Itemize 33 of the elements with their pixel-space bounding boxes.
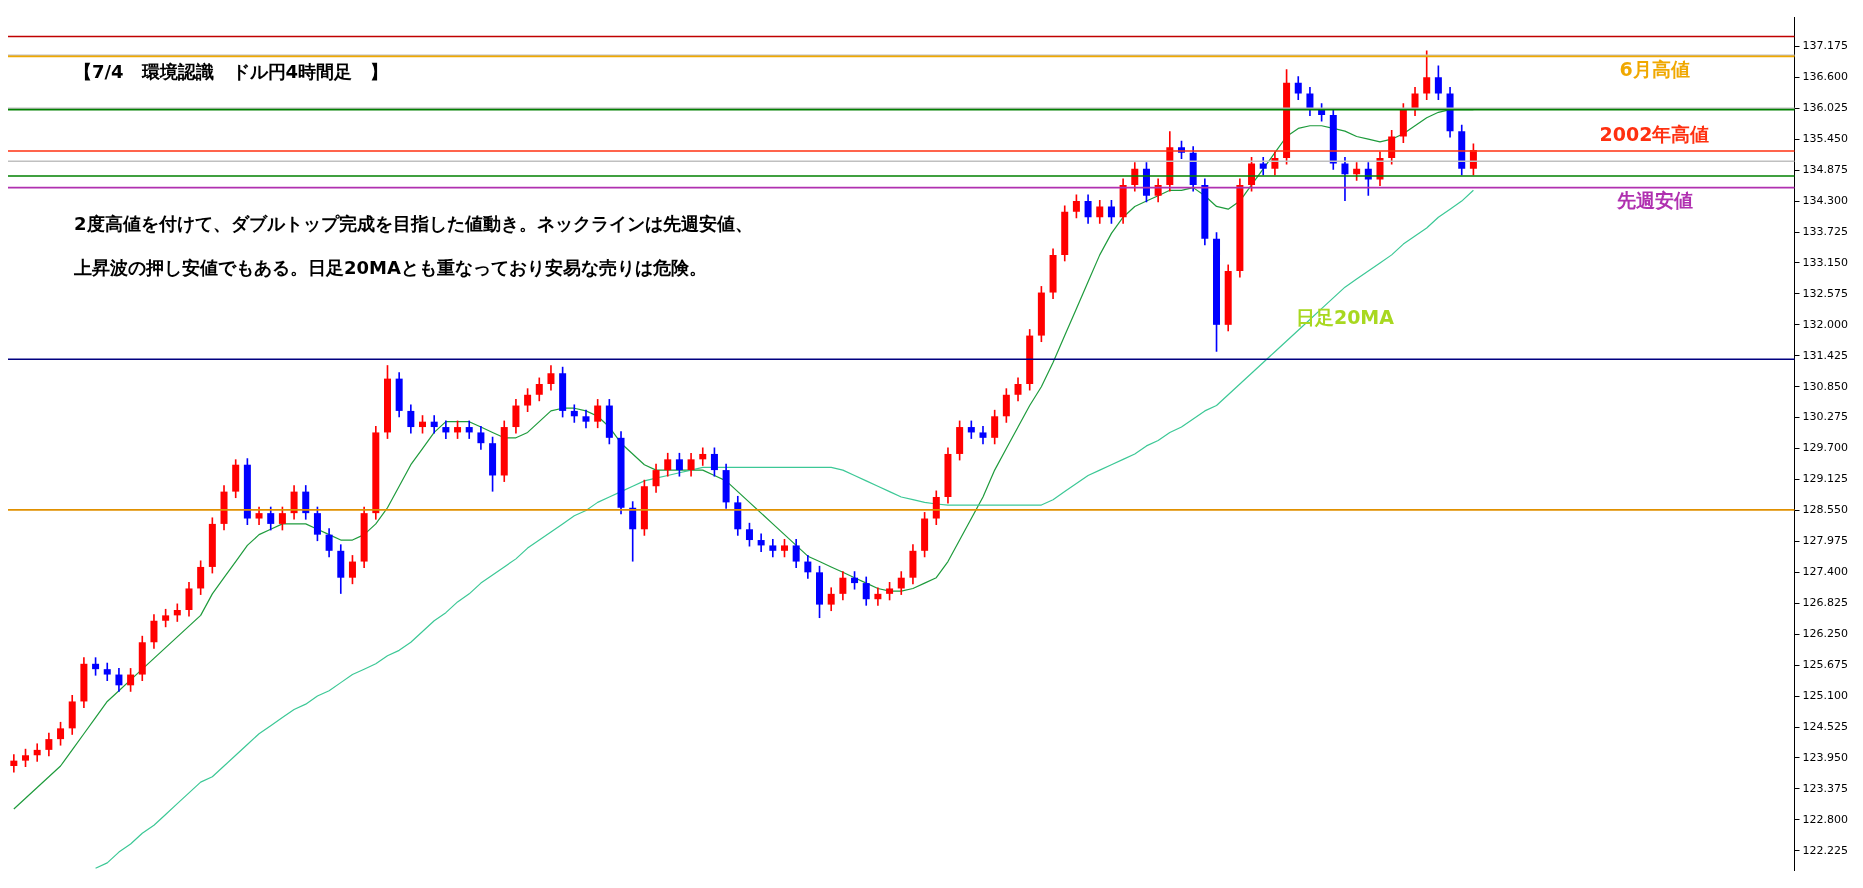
y-tick-label: 136.025 <box>1802 101 1849 115</box>
y-tick-label: 137.175 <box>1802 39 1849 53</box>
y-tick-label: 134.300 <box>1802 193 1849 207</box>
y-tick-label: 126.250 <box>1802 627 1849 641</box>
y-tick-label: 136.600 <box>1802 70 1849 84</box>
y-tick-label: 130.850 <box>1802 379 1849 393</box>
y-tick-label: 133.725 <box>1802 224 1849 238</box>
y-tick-label: 122.800 <box>1802 812 1849 826</box>
y-tick-label: 132.575 <box>1802 286 1849 300</box>
y-tick-label: 132.000 <box>1802 317 1849 331</box>
text: 【7/4 環境認識 ドル円4時間足 】 <box>74 61 389 83</box>
y-tick-label: 127.400 <box>1802 565 1849 579</box>
y-tick-label: 127.975 <box>1802 534 1849 548</box>
y-tick-label: 130.275 <box>1802 410 1849 424</box>
ref-line-label: 2002年高値 <box>1599 123 1710 146</box>
ref-line-label: 6月高値 <box>1619 57 1690 80</box>
text: 2度高値を付けて、ダブルトップ完成を目指した値動き。ネックラインは先週安値、上昇波の押し安値でもある。日足20MAとも重なっており安易な売りは危険。 <box>74 213 753 279</box>
y-tick-label: 128.550 <box>1802 503 1849 517</box>
y-tick-label: 125.675 <box>1802 658 1849 671</box>
series-label: 日足20MA <box>1295 306 1395 329</box>
ref-line-label: 先週安値 <box>1615 189 1693 212</box>
y-tick-label: 135.450 <box>1802 132 1849 146</box>
y-tick-label: 129.125 <box>1802 472 1849 486</box>
y-tick-label: 125.100 <box>1802 688 1849 702</box>
y-tick-label: 131.425 <box>1802 348 1849 362</box>
y-tick-label: 126.825 <box>1802 596 1849 610</box>
y-tick-label: 122.225 <box>1802 843 1849 857</box>
y-tick-label: 134.875 <box>1802 162 1849 176</box>
y-tick-label: 123.950 <box>1802 750 1849 764</box>
y-tick-label: 124.525 <box>1802 719 1849 733</box>
y-tick-label: 129.700 <box>1802 441 1849 455</box>
y-tick-label: 133.150 <box>1802 255 1849 269</box>
y-tick-label: 123.375 <box>1802 781 1849 795</box>
